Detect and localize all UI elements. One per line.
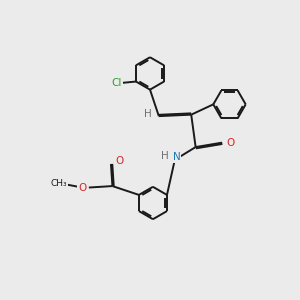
Text: O: O [226, 138, 235, 148]
Text: H: H [161, 151, 169, 161]
Text: CH₃: CH₃ [50, 178, 67, 188]
Text: O: O [116, 156, 124, 166]
Text: H: H [144, 109, 152, 119]
Text: N: N [172, 152, 180, 162]
Text: O: O [78, 182, 86, 193]
Text: Cl: Cl [112, 78, 122, 88]
